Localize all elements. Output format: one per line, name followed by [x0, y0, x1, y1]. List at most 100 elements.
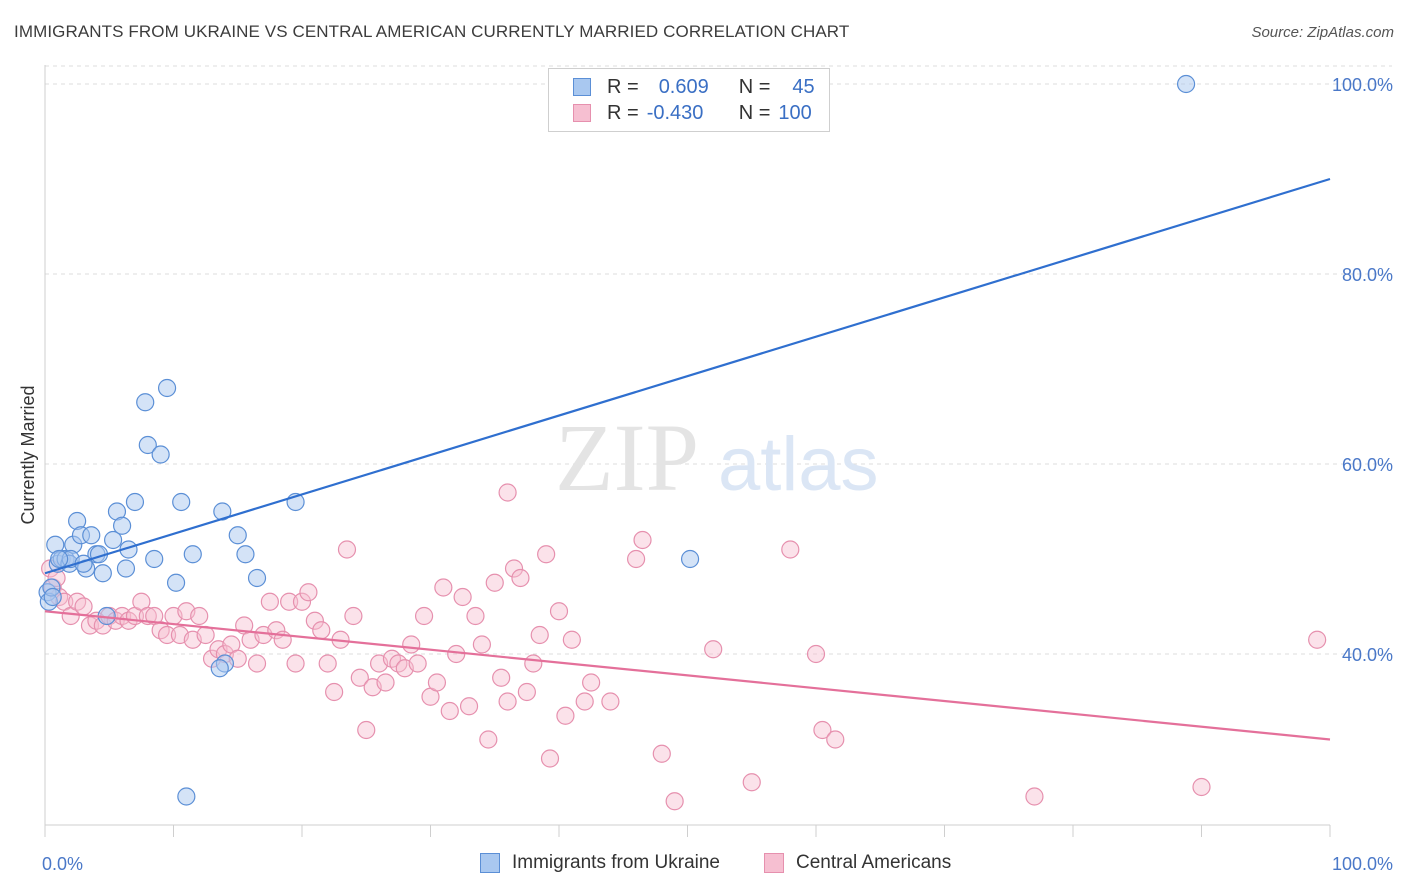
data-point-central — [601, 692, 620, 711]
data-point-central — [318, 654, 337, 673]
data-point-central — [434, 578, 453, 597]
data-point-central — [402, 635, 421, 654]
series-central-americans — [41, 483, 1327, 811]
data-point-central — [440, 701, 459, 721]
data-point-central — [466, 606, 485, 626]
data-point-ukraine — [210, 659, 229, 678]
data-point-ukraine — [172, 492, 191, 512]
data-point-central — [408, 654, 427, 673]
data-point-central — [190, 606, 209, 626]
data-point-central — [665, 792, 684, 811]
x-tick-label-start: 0.0% — [42, 854, 83, 874]
watermark: ZIP atlas — [555, 404, 879, 511]
data-point-central — [633, 530, 652, 550]
data-point-central — [337, 540, 357, 559]
data-point-central — [427, 673, 447, 692]
y-tick-label: 40.0% — [1342, 645, 1393, 665]
legend-n-value: 100 — [778, 101, 812, 124]
data-point-central — [357, 720, 376, 740]
legend-swatch-blue — [573, 78, 591, 96]
data-point-central — [299, 583, 318, 602]
data-point-central — [498, 692, 517, 711]
data-point-central — [704, 640, 723, 659]
data-point-central — [453, 587, 472, 607]
chart-title: IMMIGRANTS FROM UKRAINE VS CENTRAL AMERI… — [14, 22, 850, 41]
data-point-central — [1025, 787, 1044, 806]
data-point-ukraine — [116, 559, 136, 578]
data-point-central — [813, 720, 832, 740]
data-point-ukraine — [157, 378, 177, 398]
legend-item-ukraine: Immigrants from Ukraine — [480, 852, 720, 874]
data-point-central — [376, 673, 395, 692]
axes — [44, 65, 1331, 837]
data-point-central — [312, 621, 331, 640]
data-point-central — [549, 602, 569, 621]
data-point-ukraine — [177, 787, 196, 806]
data-point-central — [325, 682, 344, 702]
data-point-ukraine — [43, 587, 62, 607]
data-point-central — [781, 540, 800, 559]
data-point-ukraine — [125, 492, 145, 512]
trend-lines — [44, 177, 1331, 741]
data-point-central — [652, 744, 671, 763]
y-tick-label: 60.0% — [1342, 455, 1393, 475]
data-point-central — [280, 592, 299, 611]
data-point-central — [260, 592, 279, 611]
source-label: Source: ZipAtlas.com — [1251, 24, 1394, 41]
data-point-central — [485, 573, 504, 592]
data-point-central — [582, 673, 601, 692]
axis-labels: 40.0% 60.0% 80.0% 100.0% 0.0% 100.0% Currently… — [18, 75, 1393, 874]
data-point-central — [344, 606, 363, 626]
data-point-central — [292, 592, 312, 611]
watermark-zip: ZIP — [555, 404, 699, 511]
data-point-ukraine — [680, 549, 700, 569]
data-point-central — [524, 654, 543, 673]
data-point-central — [472, 635, 491, 654]
data-point-ukraine — [138, 435, 157, 455]
legend-item-central: Central Americans — [764, 852, 951, 874]
data-point-central — [498, 483, 517, 502]
data-point-central — [517, 682, 536, 702]
data-point-central — [562, 630, 581, 649]
legend-label-ukraine: Immigrants from Ukraine — [512, 852, 720, 873]
data-point-central — [556, 706, 575, 725]
data-point-central — [196, 625, 215, 645]
trend-line-ukraine — [44, 177, 1331, 575]
data-point-ukraine — [136, 393, 155, 412]
legend-r-label: R = — [607, 101, 639, 124]
data-point-central — [540, 749, 560, 768]
data-point-central — [459, 697, 479, 716]
data-point-ukraine — [1176, 74, 1196, 94]
data-point-central — [286, 654, 305, 673]
y-tick-label: 100.0% — [1332, 75, 1393, 95]
data-point-ukraine — [151, 445, 170, 464]
watermark-atlas: atlas — [718, 422, 879, 507]
data-point-ukraine — [236, 545, 255, 564]
data-point-central — [1192, 777, 1211, 797]
data-point-central — [447, 644, 466, 664]
legend-r-label: R = — [607, 75, 639, 98]
data-point-ukraine — [93, 564, 112, 583]
data-point-central — [305, 611, 324, 630]
data-point-central — [511, 568, 530, 588]
data-point-central — [530, 625, 549, 645]
data-point-central — [806, 644, 826, 664]
legend-n-label: N = — [738, 75, 771, 98]
series-immigrants-from-ukraine — [38, 74, 1196, 806]
data-point-ukraine — [145, 549, 164, 569]
legend-swatch-pink — [764, 853, 784, 873]
x-tick-label-end: 100.0% — [1332, 854, 1393, 874]
data-point-central — [247, 654, 267, 673]
data-point-central — [626, 549, 646, 569]
stats-legend: R = 0.609 N = 45 R = -0.430 N = 100 — [548, 68, 830, 132]
data-point-central — [414, 606, 434, 626]
legend-swatch-pink — [573, 104, 591, 122]
legend-row-ukraine: R = 0.609 N = 45 — [573, 75, 815, 99]
legend-n-label: N = — [738, 101, 771, 124]
legend-r-value: 0.609 — [658, 75, 709, 98]
data-point-central — [492, 668, 511, 687]
data-point-central — [74, 597, 93, 616]
data-point-ukraine — [82, 526, 101, 545]
data-point-central — [350, 668, 369, 687]
data-point-central — [1308, 630, 1327, 649]
